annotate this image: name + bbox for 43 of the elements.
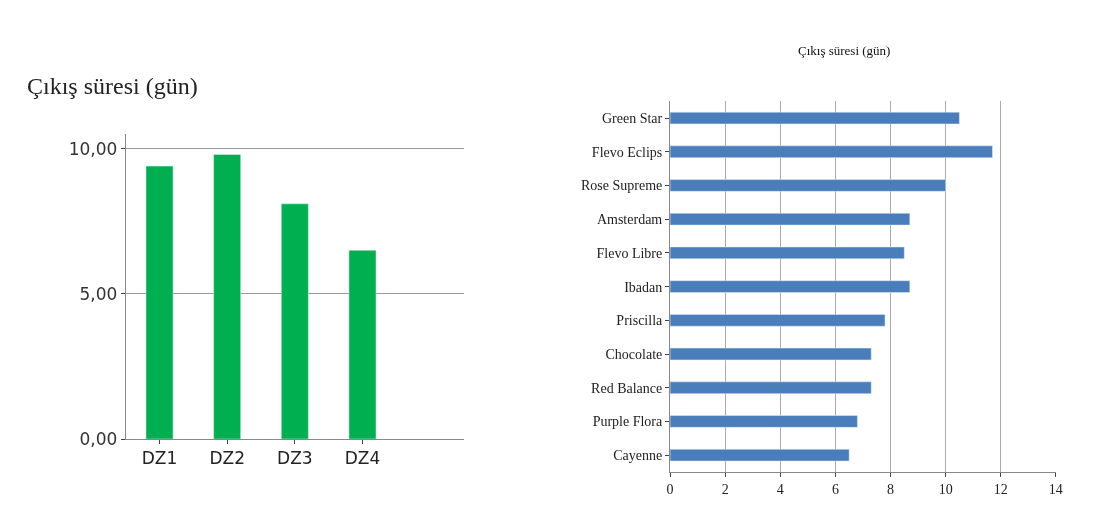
bar <box>670 314 886 327</box>
x-tick-label: 10 <box>938 481 953 497</box>
bar <box>670 347 872 361</box>
bar <box>670 381 872 394</box>
bar <box>670 415 858 428</box>
y-tick-label: 5,00 <box>79 283 118 304</box>
y-tick-label: Rose Supreme <box>580 178 663 194</box>
y-tick-label: Red Balance <box>591 380 663 396</box>
y-tick-label: 10,00 <box>68 138 118 159</box>
bar <box>670 449 850 462</box>
x-tick-label: 14 <box>1048 481 1063 497</box>
bar <box>670 280 911 293</box>
bar <box>145 165 174 440</box>
y-tick-label: Purple Flora <box>592 414 664 430</box>
y-tick-label: Chocolate <box>605 346 663 362</box>
x-tick-label: DZ4 <box>344 448 381 469</box>
x-tick-label: 2 <box>721 481 729 497</box>
bar <box>213 154 241 440</box>
chart-title: Çıkış süresi (gün) <box>27 73 198 99</box>
y-tick-label: Flevo Libre <box>596 245 663 261</box>
bar <box>670 111 960 125</box>
bar <box>670 213 911 226</box>
x-tick-label: 8 <box>887 481 895 497</box>
bar <box>670 145 993 158</box>
chart-title: Çıkış süresi (gün) <box>798 43 891 58</box>
x-tick-label: 6 <box>831 481 839 497</box>
y-tick-label: Ibadan <box>624 279 663 295</box>
x-tick-label: 12 <box>993 481 1008 497</box>
bar <box>670 246 905 260</box>
y-tick-label: Cayenne <box>613 448 663 464</box>
bar <box>281 203 309 440</box>
x-tick-label: 4 <box>776 481 784 497</box>
bar <box>348 250 377 440</box>
y-tick-label: Green Star <box>601 110 663 126</box>
bar <box>670 179 946 192</box>
y-tick-label: Flevo Eclips <box>591 144 663 160</box>
y-tick-label: 0,00 <box>79 428 118 449</box>
x-tick-label: DZ2 <box>209 448 245 469</box>
y-tick-label: Priscilla <box>616 313 664 329</box>
x-tick-label: 0 <box>666 481 674 497</box>
x-tick-label: DZ3 <box>277 448 313 469</box>
x-tick-label: DZ1 <box>141 448 178 469</box>
y-tick-label: Amsterdam <box>596 212 663 228</box>
